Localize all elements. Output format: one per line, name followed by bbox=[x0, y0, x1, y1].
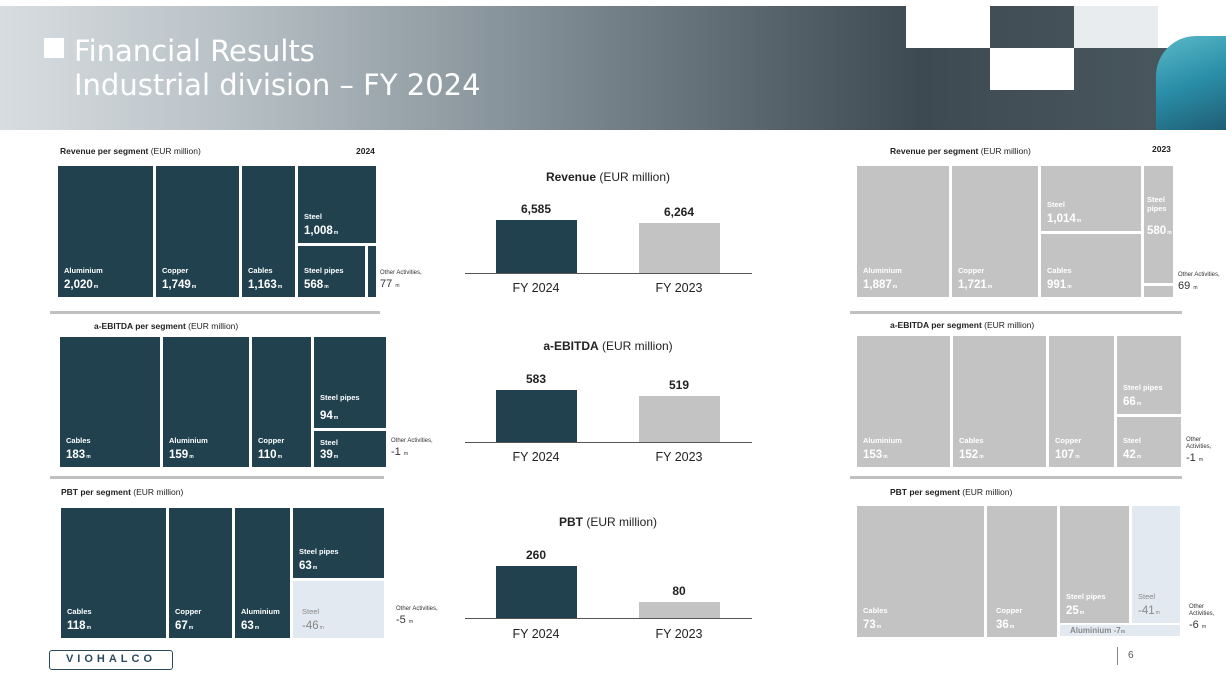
section-divider bbox=[850, 476, 1182, 479]
treemap-tile: Cables 183m bbox=[60, 337, 160, 467]
treemap-tile: Aluminium -7m bbox=[1060, 625, 1180, 636]
pbt-bar-fy2024 bbox=[496, 566, 577, 618]
header-banner: Financial Results Industrial division – … bbox=[0, 6, 1226, 130]
page-subtitle: Industrial division – FY 2024 bbox=[74, 68, 481, 102]
treemap-tile: Steel 39m bbox=[314, 431, 386, 467]
treemap-tile: Copper 110m bbox=[252, 337, 311, 467]
company-logo: VIOHALCO bbox=[49, 650, 173, 670]
treemap-tile: Steel pipes 580m bbox=[1144, 166, 1173, 283]
ebitda-category-label-fy2023: FY 2023 bbox=[655, 450, 703, 464]
revenue-category-label-fy2023: FY 2023 bbox=[655, 281, 703, 295]
other-activities-note: Other Activities, -6 m bbox=[1189, 604, 1215, 631]
pbt-chart-title: PBT (EUR million) bbox=[558, 515, 657, 529]
treemap-tile: Steel 1,008m bbox=[298, 166, 376, 243]
revenue-2023-year: 2023 bbox=[1152, 144, 1171, 154]
ebitda-2024-panel-label: a-EBITDA per segment (EUR million) bbox=[94, 321, 239, 331]
treemap-tile: Steel 1,014m bbox=[1041, 166, 1141, 231]
other-activities-note: Other Activities, -1 m bbox=[391, 438, 433, 458]
pbt-2023-panel-label: PBT per segment (EUR million) bbox=[890, 487, 1013, 497]
other-activities-note: Other Activities, -1 m bbox=[1186, 437, 1212, 464]
pbt-value-label-fy2023: 80 bbox=[672, 584, 686, 598]
treemap-tile: Aluminium 63m bbox=[235, 508, 290, 638]
revenue-value-label-fy2024: 6,585 bbox=[520, 202, 552, 216]
pbt-value-label-fy2024: 260 bbox=[525, 548, 547, 562]
treemap-tile: Steel pipes 25m bbox=[1060, 506, 1129, 623]
ebitda-chart-baseline bbox=[465, 442, 752, 443]
treemap-tile: Aluminium 2,020m bbox=[58, 166, 153, 297]
revenue-bar-fy2023 bbox=[639, 223, 720, 273]
treemap-tile: Cables 991m bbox=[1041, 234, 1141, 297]
section-divider bbox=[850, 311, 1182, 314]
treemap-tile: Aluminium 159m bbox=[163, 337, 249, 467]
pbt-category-label-fy2024: FY 2024 bbox=[512, 627, 560, 641]
ebitda-2023-panel-label: a-EBITDA per segment (EUR million) bbox=[890, 320, 1035, 330]
ebitda-bar-fy2024 bbox=[496, 390, 577, 442]
treemap-tile: Copper 36m bbox=[987, 506, 1057, 637]
revenue-bar-fy2024 bbox=[496, 220, 577, 273]
page-number: 6 bbox=[1128, 650, 1134, 661]
title-bullet bbox=[44, 38, 64, 58]
revenue-2023-panel-label: Revenue per segment (EUR million) bbox=[890, 146, 1031, 156]
header-decor-square bbox=[990, 48, 1074, 90]
treemap-tile: Steel pipes 63m bbox=[293, 508, 384, 578]
treemap-tile: Cables 152m bbox=[953, 336, 1046, 467]
treemap-tile: Aluminium 1,887m bbox=[857, 166, 949, 297]
page-title: Financial Results bbox=[74, 34, 315, 68]
treemap-tile: Copper 1,721m bbox=[952, 166, 1038, 297]
pbt-2024-panel-label: PBT per segment (EUR million) bbox=[61, 487, 184, 497]
treemap-tile: Cables 1,163m bbox=[242, 166, 295, 297]
pbt-category-label-fy2023: FY 2023 bbox=[655, 627, 703, 641]
other-activities-note: Other Activities, 69 m bbox=[1178, 272, 1220, 292]
header-decor-square bbox=[906, 6, 990, 48]
treemap-tile-other bbox=[368, 246, 376, 297]
treemap-tile: Cables 118m bbox=[61, 508, 166, 638]
ebitda-value-label-fy2024: 583 bbox=[525, 372, 547, 386]
revenue-2024-year: 2024 bbox=[356, 146, 375, 156]
header-decor-square bbox=[1074, 6, 1158, 48]
treemap-tile: Steel 42m bbox=[1117, 417, 1181, 467]
treemap-tile-other bbox=[1144, 286, 1173, 297]
treemap-tile: Steel pipes 94m bbox=[314, 337, 386, 428]
header-decor-swoosh bbox=[1156, 36, 1226, 130]
other-activities-note: Other Activities, -5 m bbox=[396, 606, 438, 626]
revenue-chart-title: Revenue (EUR million) bbox=[545, 170, 671, 184]
treemap-tile: Steel pipes 568m bbox=[298, 246, 365, 297]
ebitda-bar-fy2023 bbox=[639, 396, 720, 442]
pbt-bar-fy2023 bbox=[639, 602, 720, 618]
section-divider bbox=[50, 311, 380, 314]
pbt-chart-baseline bbox=[465, 618, 752, 619]
section-divider bbox=[50, 476, 384, 479]
treemap-tile: Steel -46m bbox=[293, 581, 384, 638]
revenue-category-label-fy2024: FY 2024 bbox=[512, 281, 560, 295]
ebitda-category-label-fy2024: FY 2024 bbox=[512, 450, 560, 464]
treemap-tile: Copper 107m bbox=[1049, 336, 1114, 467]
treemap-tile: Steel -41m bbox=[1132, 506, 1180, 623]
revenue-value-label-fy2023: 6,264 bbox=[663, 205, 695, 219]
ebitda-value-label-fy2023: 519 bbox=[668, 378, 690, 392]
treemap-tile: Copper 1,749m bbox=[156, 166, 239, 297]
page-number-divider bbox=[1117, 647, 1118, 665]
revenue-chart-baseline bbox=[465, 273, 752, 274]
treemap-tile: Aluminium 153m bbox=[857, 336, 950, 467]
treemap-tile: Cables 73m bbox=[857, 506, 984, 637]
treemap-tile: Steel pipes 66m bbox=[1117, 336, 1181, 414]
treemap-tile: Copper 67m bbox=[169, 508, 232, 638]
other-activities-note: Other Activities, 77 m bbox=[380, 270, 422, 290]
revenue-2024-panel-label: Revenue per segment (EUR million) bbox=[60, 146, 201, 156]
ebitda-chart-title: a-EBITDA (EUR million) bbox=[543, 339, 673, 353]
